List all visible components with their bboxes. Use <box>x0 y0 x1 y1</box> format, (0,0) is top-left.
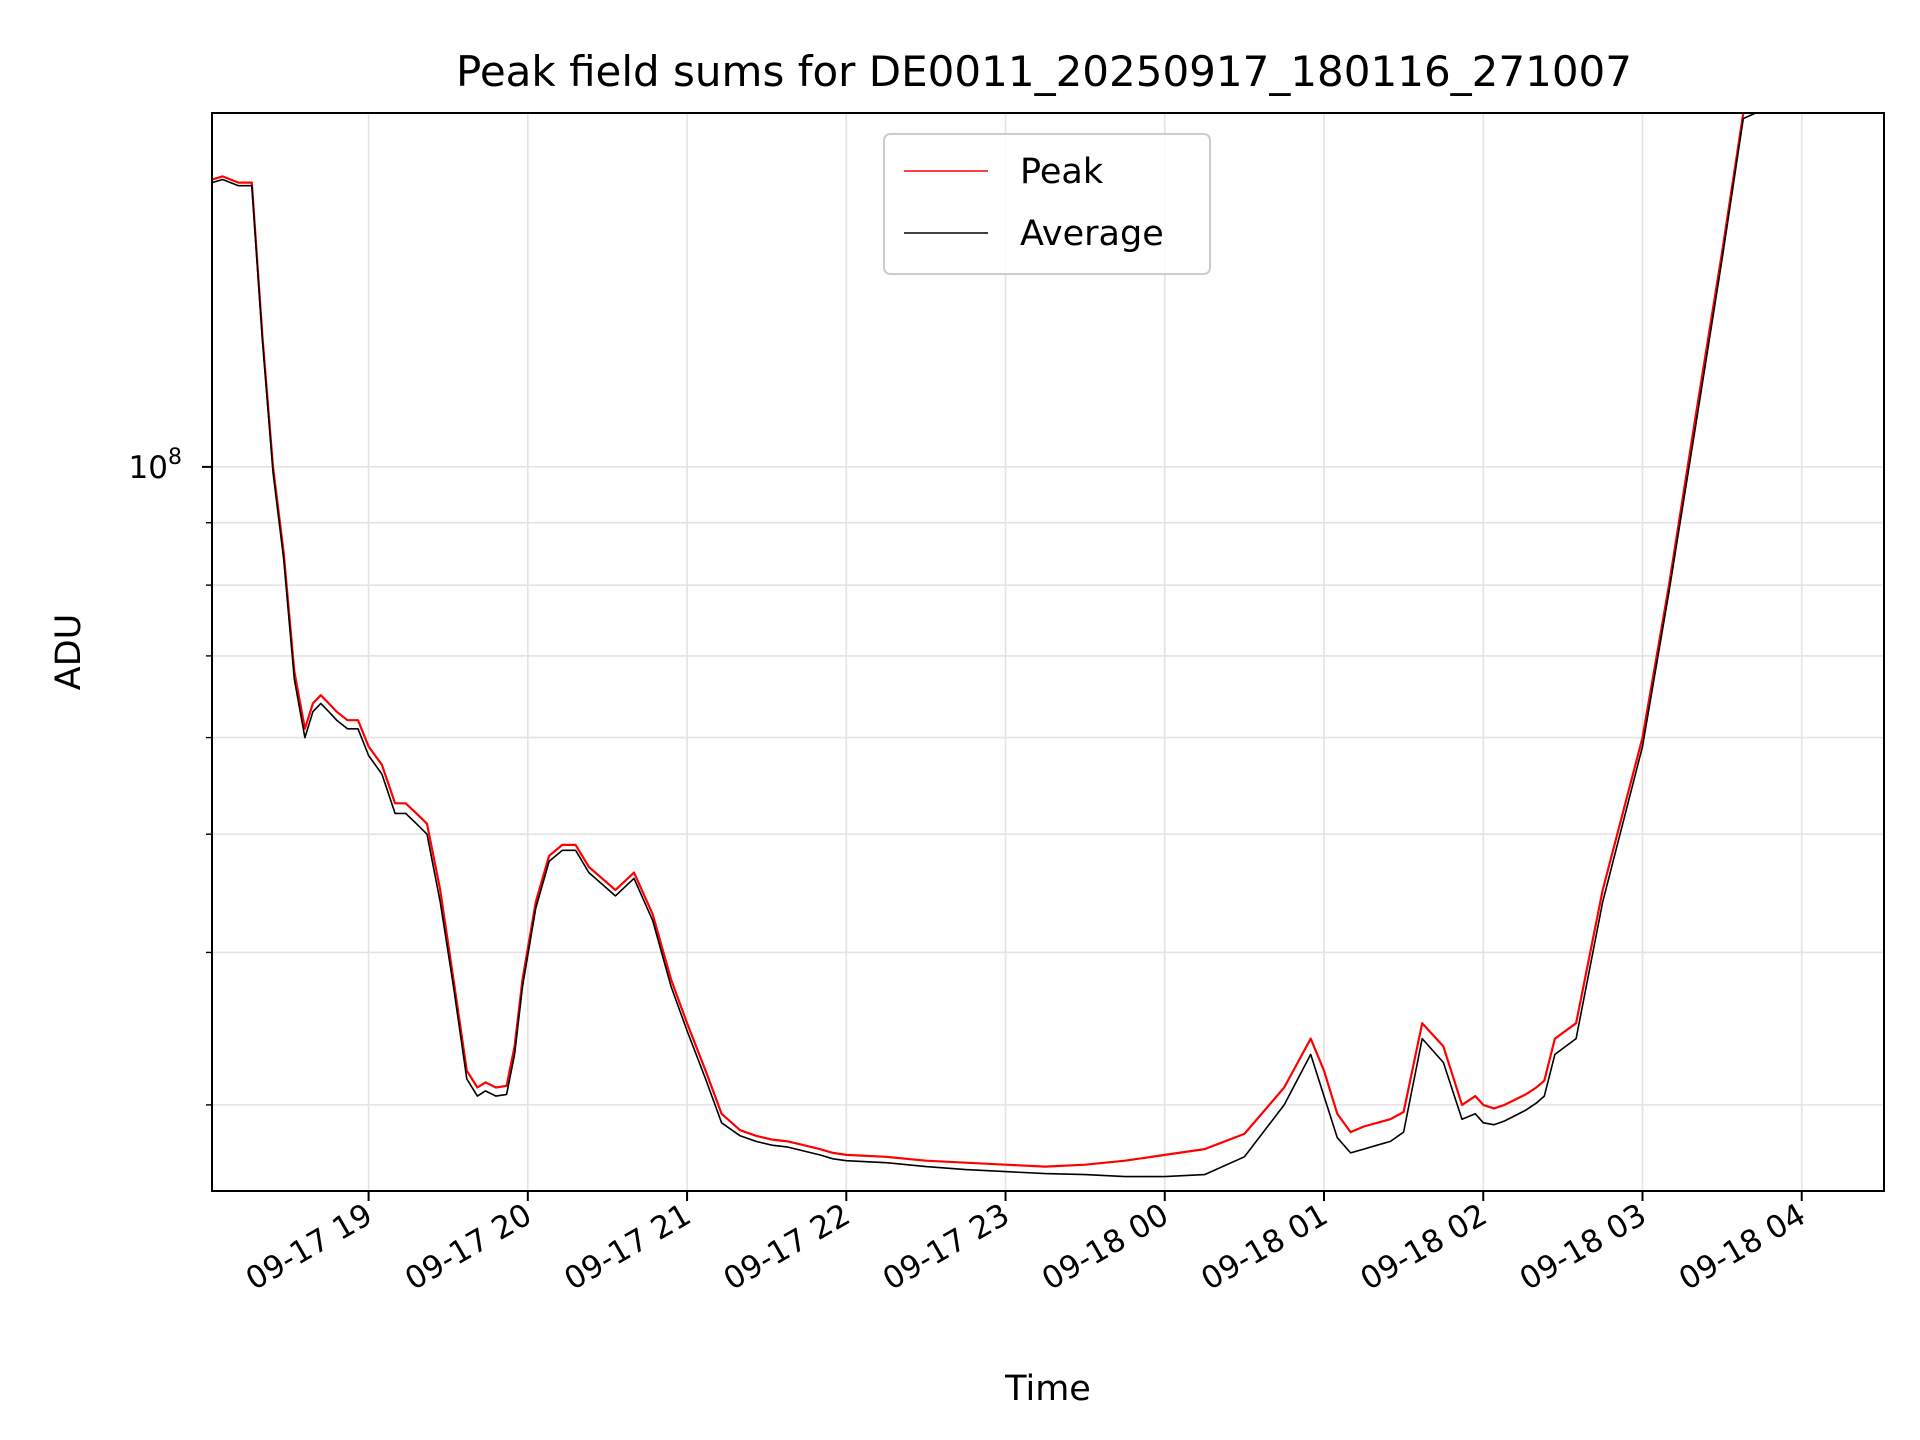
legend-label-average: Average <box>1020 214 1164 254</box>
legend: Peak Average <box>883 133 1211 275</box>
plot-frame <box>211 112 1885 1192</box>
y-axis-label: ADU <box>49 614 89 691</box>
plot-lines <box>212 113 1758 1178</box>
grid <box>212 113 1884 1191</box>
x-axis-label: Time <box>1004 1369 1091 1409</box>
legend-box <box>883 133 1211 275</box>
series-line-average <box>212 113 1758 1178</box>
y-axis-ticks: 108 <box>129 445 212 1106</box>
y-tick-label-base: 10 <box>129 450 168 486</box>
series-line-peak <box>212 113 1747 1168</box>
y-tick-label: 108 <box>129 445 182 486</box>
y-tick-label-exponent: 8 <box>168 445 182 470</box>
chart-title: Peak field sums for DE0011_20250917_1801… <box>456 47 1632 96</box>
legend-label-peak: Peak <box>1020 152 1104 192</box>
